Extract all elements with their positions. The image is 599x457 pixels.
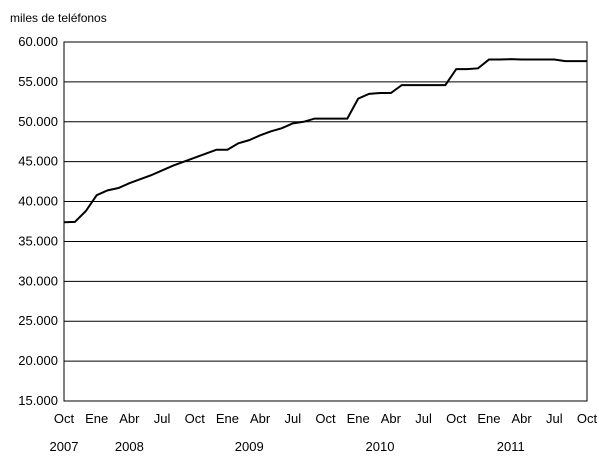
y-tick-label: 35.000 [18, 233, 58, 248]
y-axis-label: miles de teléfonos [10, 11, 107, 25]
x-tick-label: Ene [477, 411, 500, 426]
x-tick-label: Ene [347, 411, 370, 426]
y-tick-label: 20.000 [18, 353, 58, 368]
year-label: 2011 [497, 439, 525, 454]
x-tick-labels: Oct Ene Abr Jul Oct Ene Abr Jul Oct Ene Abr Jul Oct E… [54, 411, 598, 426]
series-line [63, 58, 587, 224]
plot-area-frame [63, 41, 588, 402]
y-tick-label: 40.000 [18, 194, 58, 209]
year-label: 2007 [50, 439, 79, 454]
x-tick-label: Oct [315, 411, 336, 426]
y-tick-labels: 15.000 20.000 25.000 30.000 35.000 40.000 45.0… [18, 34, 58, 408]
x-tick-label: Ene [216, 411, 239, 426]
year-label: 2008 [115, 439, 144, 454]
x-tick-label: Jul [415, 411, 432, 426]
y-tick-label: 55.000 [18, 74, 58, 89]
x-tick-label: Oct [54, 411, 75, 426]
x-tick-label: Abr [512, 411, 533, 426]
year-label: 2009 [235, 439, 264, 454]
year-labels: 2007 2008 2009 2010 2011 [50, 439, 525, 454]
y-tick-label: 45.000 [18, 154, 58, 169]
y-tick-label: 25.000 [18, 313, 58, 328]
x-tick-label: Jul [546, 411, 563, 426]
x-tick-label: Oct [446, 411, 467, 426]
y-tick-label: 60.000 [18, 34, 58, 49]
x-tick-label: Ene [85, 411, 108, 426]
x-tick-label: Abr [119, 411, 140, 426]
x-tick-label: Oct [185, 411, 206, 426]
gridlines [64, 81, 587, 362]
x-tick-label: Oct [577, 411, 598, 426]
x-tick-label: Abr [381, 411, 402, 426]
y-tick-label: 15.000 [18, 393, 58, 408]
year-label: 2010 [366, 439, 395, 454]
x-tick-label: Abr [250, 411, 271, 426]
x-tick-label: Jul [285, 411, 302, 426]
x-tick-label: Jul [154, 411, 171, 426]
y-tick-label: 50.000 [18, 114, 58, 129]
y-tick-label: 30.000 [18, 273, 58, 288]
